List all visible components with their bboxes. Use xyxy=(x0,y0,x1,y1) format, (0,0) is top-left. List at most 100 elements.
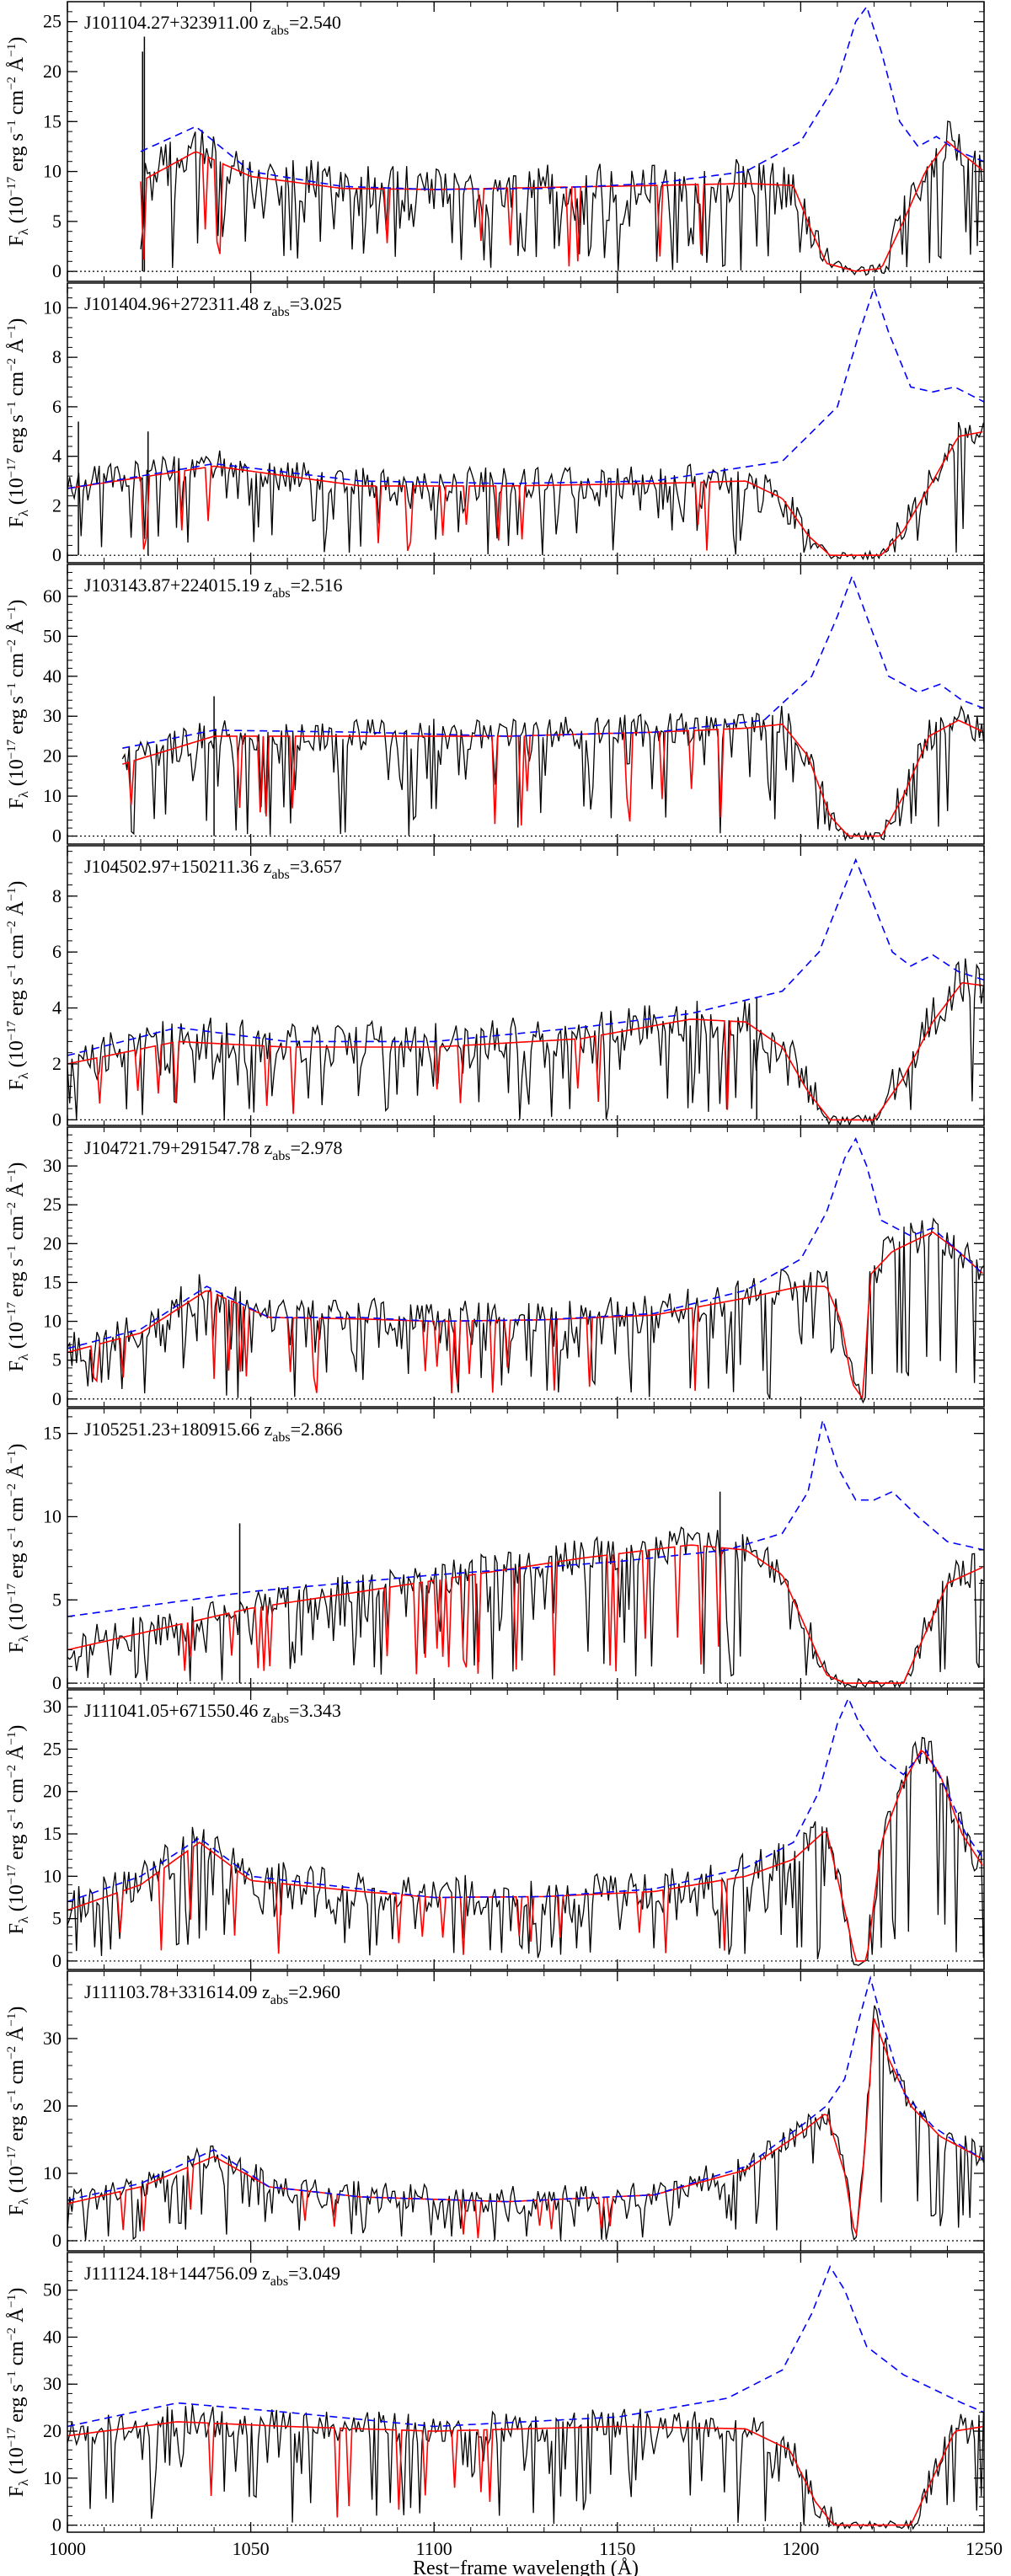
y-axis-title-part: ) xyxy=(6,600,28,607)
y-axis-title-part: F xyxy=(6,1079,28,1090)
y-tick-label: 10 xyxy=(43,1505,62,1526)
y-axis-title: Fλ (10−17 erg s−1 cm−2 Å−1) xyxy=(5,2288,31,2498)
y-axis-title-part: −1 xyxy=(5,1808,19,1821)
y-axis-title-part: ) xyxy=(6,1725,28,1732)
y-axis-title: Fλ (10−17 erg s−1 cm−2 Å−1) xyxy=(5,318,31,528)
y-axis-title: Fλ (10−17 erg s−1 cm−2 Å−1) xyxy=(5,881,31,1091)
y-axis-title-part: cm xyxy=(6,1497,28,1527)
y-axis-title-part: Å xyxy=(6,1463,28,1483)
object-name: J105251.23+180915.66 z xyxy=(84,1419,272,1440)
y-tick-label: 10 xyxy=(43,297,62,318)
panel-object-label: J104502.97+150211.36 zabs=3.657 xyxy=(84,856,342,882)
y-tick-label: 10 xyxy=(43,1311,62,1332)
y-axis-title-part: −2 xyxy=(5,639,19,653)
y-axis-title-part: −1 xyxy=(5,2370,19,2384)
y-tick-label: 15 xyxy=(43,1271,62,1292)
y-axis-title-part: −17 xyxy=(5,457,19,478)
y-tick-label: 15 xyxy=(43,1823,62,1844)
panel-frame xyxy=(67,845,985,1126)
y-axis-title: Fλ (10−17 erg s−1 cm−2 Å−1) xyxy=(5,1444,31,1654)
y-axis-title-part: −2 xyxy=(5,921,19,934)
y-axis-title-part: λ xyxy=(17,791,31,798)
y-axis-title-part: erg s xyxy=(6,1540,28,1584)
y-axis-title-part: −17 xyxy=(5,1020,19,1040)
continuum-line xyxy=(67,1975,984,2203)
object-name: J104502.97+150211.36 z xyxy=(84,856,272,877)
panel-frame xyxy=(67,1408,985,1689)
continuum-line xyxy=(67,858,984,1056)
observed-spectrum xyxy=(67,2005,984,2242)
y-axis-title-part: −1 xyxy=(5,2295,19,2308)
y-axis-title-part: −1 xyxy=(5,2089,19,2103)
y-tick-label: 10 xyxy=(43,785,62,806)
continuum-line xyxy=(67,1417,984,1617)
z-abs-value: =2.540 xyxy=(289,12,341,33)
y-axis-title-part: erg s xyxy=(6,133,28,177)
x-tick-label: 1200 xyxy=(782,2538,819,2559)
observed-spectrum xyxy=(140,120,983,276)
y-axis-title-part: Å xyxy=(6,2307,28,2327)
observed-spectrum xyxy=(67,1526,984,1688)
y-tick-label: 4 xyxy=(52,997,62,1018)
panel-object-label: J101404.96+272311.48 zabs=3.025 xyxy=(84,293,342,319)
y-tick-label: 5 xyxy=(52,211,62,232)
y-tick-label: 10 xyxy=(43,2467,62,2488)
y-axis-title-part: (10 xyxy=(6,2447,28,2479)
y-axis-title-part: erg s xyxy=(6,2103,28,2146)
model-fit-line xyxy=(140,140,983,272)
y-axis-title-part: F xyxy=(6,516,28,527)
y-tick-label: 15 xyxy=(43,110,62,131)
y-tick-label: 0 xyxy=(52,2515,62,2536)
y-tick-label: 25 xyxy=(43,11,62,32)
y-axis-title-part: F xyxy=(6,1360,28,1371)
model-fit-line xyxy=(67,981,983,1121)
y-axis-title-part: ) xyxy=(6,2288,28,2295)
y-axis-title-part: −17 xyxy=(5,1583,19,1603)
y-axis-title-part: erg s xyxy=(6,2384,28,2428)
y-axis-title-part: cm xyxy=(6,934,28,965)
y-tick-label: 20 xyxy=(43,1781,62,1802)
y-axis-title-part: (10 xyxy=(6,196,28,228)
z-abs-value: =2.978 xyxy=(291,1137,343,1158)
y-axis-title-part: cm xyxy=(6,1778,28,1809)
y-tick-label: 40 xyxy=(43,665,62,687)
y-axis-title: Fλ (10−17 erg s−1 cm−2 Å−1) xyxy=(5,600,31,810)
y-axis-title-part: λ xyxy=(17,1354,31,1360)
y-axis-title-part: erg s xyxy=(6,1821,28,1865)
object-name: J104721.79+291547.78 z xyxy=(84,1137,272,1158)
panel-object-label: J111124.18+144756.09 zabs=3.049 xyxy=(84,2263,340,2289)
panel-object-label: J103143.87+224015.19 zabs=2.516 xyxy=(84,575,342,601)
spectrum-panel: 0 2 4 6 8 J104502.97+150211.36 zabs=3.657 Fλ (… xyxy=(5,845,985,1130)
y-axis-title-part: λ xyxy=(17,1072,31,1079)
y-axis-title-part: Å xyxy=(6,619,28,639)
y-axis-title-part: (10 xyxy=(6,1322,28,1354)
y-axis-title-part: −2 xyxy=(5,358,19,371)
y-axis-title-part: λ xyxy=(17,2198,31,2205)
y-axis-title-part: −1 xyxy=(5,682,19,696)
y-tick-label: 10 xyxy=(43,161,62,182)
y-tick-label: 2 xyxy=(52,1053,62,1074)
panel-frame xyxy=(67,564,985,845)
spectrum-panel: 0 5 10 15 20 25 J101104.27+323911.00 zabs=2.54… xyxy=(5,1,985,282)
y-axis-title-part: (10 xyxy=(6,759,28,791)
y-axis-title-part: erg s xyxy=(6,1259,28,1302)
y-axis-title-part: −1 xyxy=(5,964,19,977)
y-tick-label: 8 xyxy=(52,885,62,906)
y-axis-title-part: −2 xyxy=(5,77,19,90)
x-tick-label: 1100 xyxy=(416,2538,452,2559)
z-abs-value: =3.049 xyxy=(288,2263,340,2284)
y-axis-title-part: −1 xyxy=(5,607,19,620)
spectrum-panel: 0 10 20 30 40 50 60 J103143.87+224015.19 zabs=2… xyxy=(5,564,985,847)
y-axis-title-part: Å xyxy=(6,338,28,358)
panel-object-label: J111103.78+331614.09 zabs=2.960 xyxy=(84,1981,340,2007)
y-axis-title-part: erg s xyxy=(6,977,28,1021)
spectrum-panel: 0 2 4 6 8 10 J101404.96+272311.48 zabs=3.025 Fλ… xyxy=(5,282,985,565)
y-axis-title-part: λ xyxy=(17,1916,31,1923)
y-axis-title-part: −2 xyxy=(5,1483,19,1497)
y-axis-title-part: ) xyxy=(6,881,28,888)
y-axis-title: Fλ (10−17 erg s−1 cm−2 Å−1) xyxy=(5,1162,31,1372)
y-axis-title-part: cm xyxy=(6,90,28,120)
z-abs-value: =2.960 xyxy=(288,1981,340,2002)
y-axis-title-part: cm xyxy=(6,1216,28,1246)
y-axis-title-part: F xyxy=(6,2486,28,2497)
